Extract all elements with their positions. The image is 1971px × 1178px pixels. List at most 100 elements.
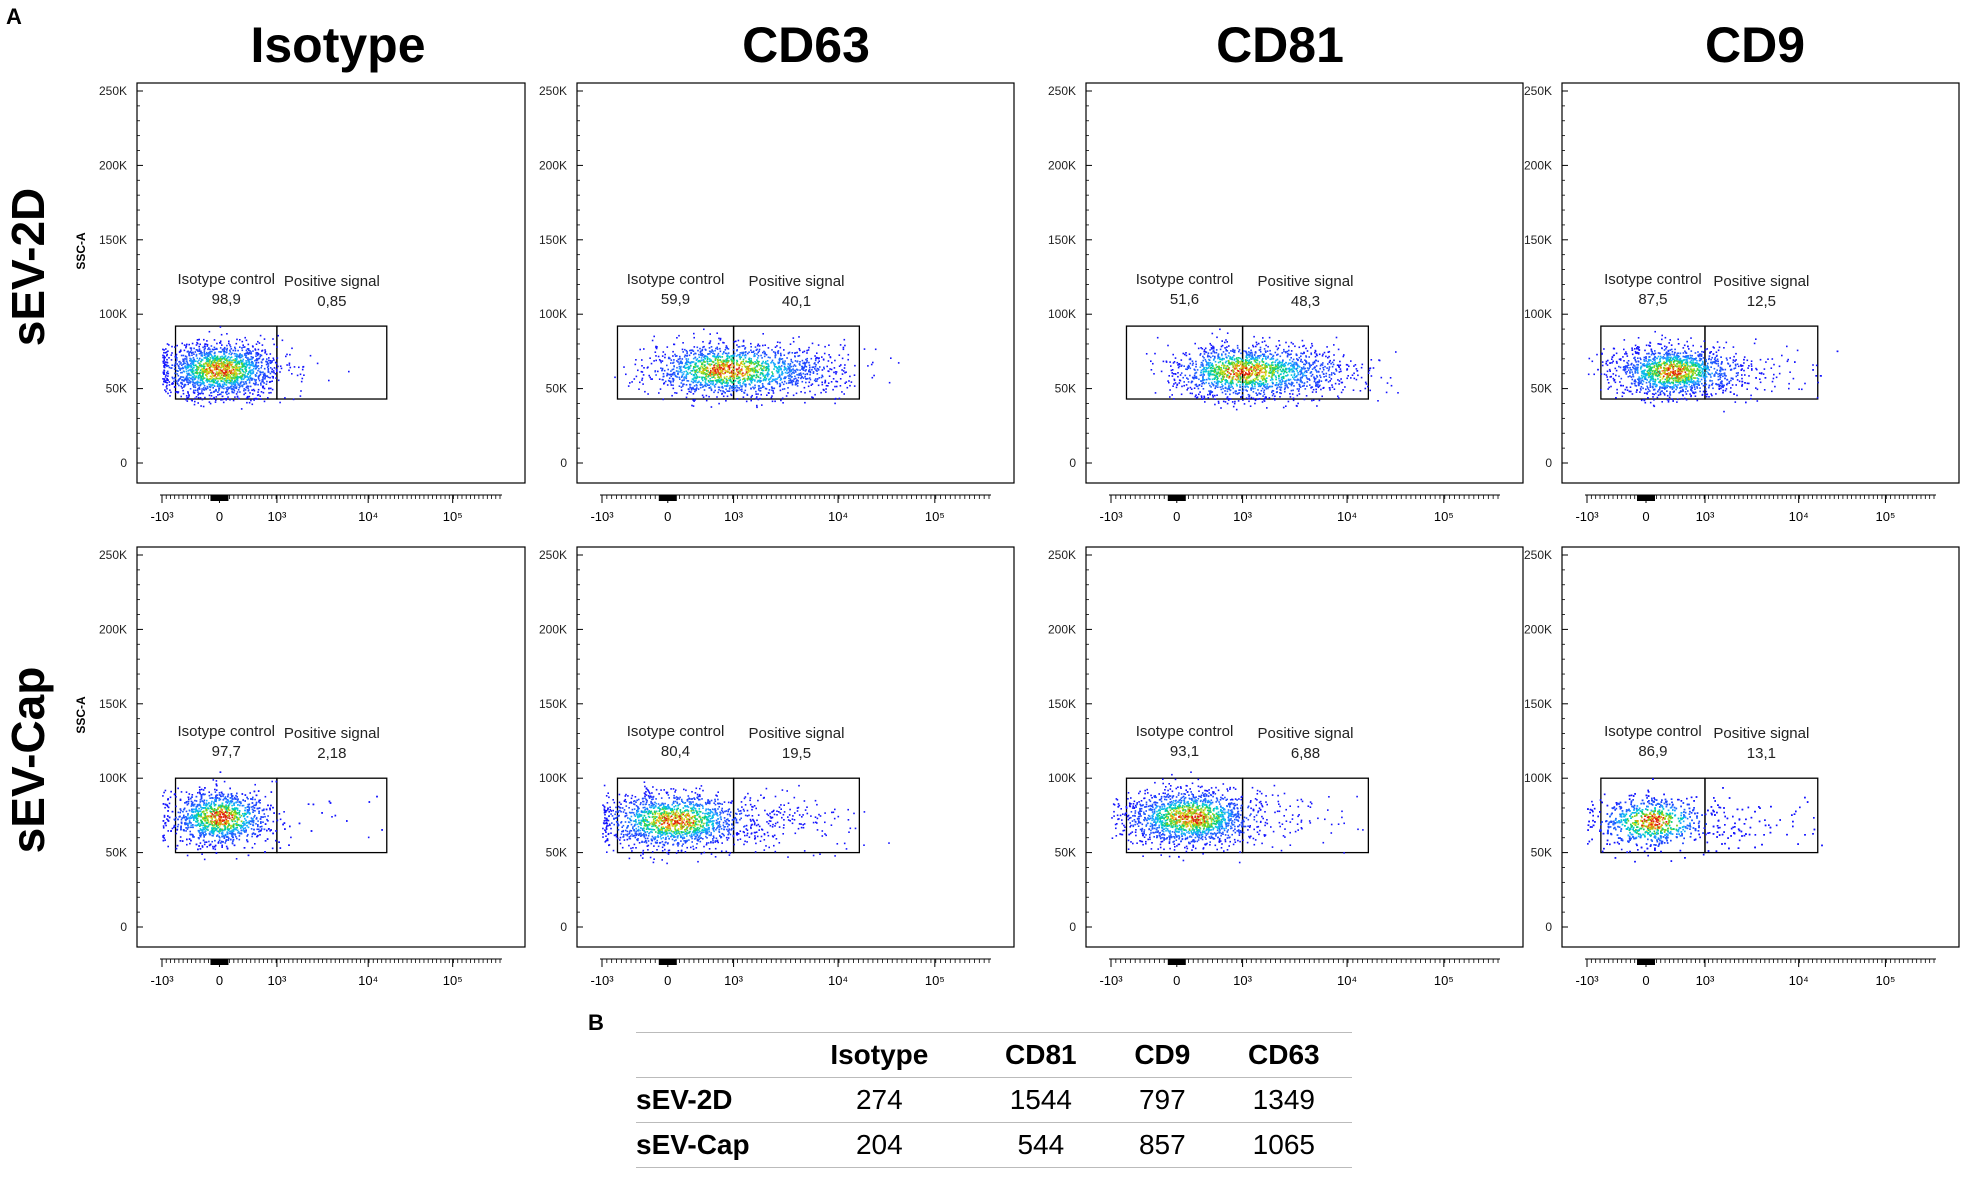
data-point xyxy=(231,352,233,355)
data-point xyxy=(225,384,228,386)
data-point xyxy=(1243,370,1245,372)
data-point xyxy=(1311,399,1313,402)
data-point xyxy=(1360,366,1363,369)
data-point xyxy=(163,369,165,372)
data-point xyxy=(716,396,718,398)
data-point xyxy=(1294,345,1296,348)
data-point xyxy=(720,367,723,369)
data-point xyxy=(808,368,811,371)
data-point xyxy=(1205,369,1207,371)
data-point xyxy=(1253,373,1256,376)
data-point xyxy=(276,369,278,371)
data-point xyxy=(699,360,701,363)
data-point xyxy=(805,358,807,361)
data-point xyxy=(1223,372,1225,374)
data-point xyxy=(228,392,230,395)
data-point xyxy=(255,362,258,364)
data-point xyxy=(241,376,243,378)
data-point xyxy=(1217,368,1219,371)
data-point xyxy=(225,399,227,401)
data-point xyxy=(162,354,164,357)
data-point xyxy=(773,368,775,370)
data-point xyxy=(270,362,272,364)
data-point xyxy=(816,370,818,372)
data-point xyxy=(780,367,782,370)
data-point xyxy=(1259,348,1262,351)
data-point xyxy=(742,358,745,361)
data-point xyxy=(281,339,284,342)
data-point xyxy=(250,376,252,379)
data-point xyxy=(779,346,782,349)
data-point xyxy=(263,367,266,370)
data-point xyxy=(809,370,811,373)
data-point xyxy=(1243,366,1245,368)
data-point xyxy=(804,362,807,364)
data-point xyxy=(701,362,703,364)
data-point xyxy=(1248,383,1250,385)
data-point xyxy=(737,382,740,384)
data-point xyxy=(1189,357,1192,360)
data-point xyxy=(163,366,166,369)
data-point xyxy=(706,358,709,360)
data-point xyxy=(1250,368,1252,370)
data-point xyxy=(701,384,703,386)
data-point xyxy=(805,365,808,368)
data-point xyxy=(272,377,274,379)
data-point xyxy=(180,367,182,370)
data-point xyxy=(688,354,691,357)
column-title: Isotype xyxy=(250,17,425,73)
data-point xyxy=(225,370,227,372)
data-point xyxy=(808,369,810,372)
data-point xyxy=(687,368,690,371)
data-point xyxy=(179,376,182,378)
data-point xyxy=(1328,350,1331,353)
data-point xyxy=(693,374,696,377)
data-point xyxy=(198,365,201,367)
data-point xyxy=(627,385,630,387)
data-point xyxy=(717,364,719,366)
data-point xyxy=(249,358,251,361)
data-point xyxy=(196,380,199,383)
data-point xyxy=(174,363,177,365)
data-point xyxy=(671,394,673,397)
data-point xyxy=(1330,378,1333,380)
data-point xyxy=(780,358,782,360)
data-point xyxy=(1257,382,1259,384)
data-point xyxy=(192,381,194,383)
data-point xyxy=(1208,390,1210,392)
data-point xyxy=(234,379,236,382)
data-point xyxy=(739,364,741,366)
data-point xyxy=(721,370,724,372)
data-point xyxy=(1225,368,1228,370)
data-point xyxy=(787,352,790,354)
data-point xyxy=(206,372,208,374)
data-point xyxy=(256,372,258,374)
data-point xyxy=(751,377,753,380)
data-point xyxy=(814,378,817,380)
data-point xyxy=(1327,369,1330,372)
data-point xyxy=(739,352,742,354)
data-point xyxy=(1232,361,1235,364)
data-point xyxy=(677,373,679,375)
data-point xyxy=(660,361,662,364)
data-point xyxy=(755,371,757,374)
data-point xyxy=(761,368,764,370)
data-point xyxy=(209,365,212,368)
data-point xyxy=(218,383,220,386)
data-point xyxy=(1315,359,1318,362)
data-point xyxy=(759,381,761,383)
data-point xyxy=(750,396,752,398)
data-point xyxy=(204,387,207,389)
data-point xyxy=(1167,380,1169,382)
data-point xyxy=(693,332,695,335)
data-point xyxy=(1339,360,1341,363)
data-point xyxy=(1277,384,1280,386)
data-point xyxy=(703,364,706,366)
data-point xyxy=(712,371,714,373)
data-point xyxy=(662,375,665,378)
data-point xyxy=(1224,379,1226,382)
data-point xyxy=(1240,370,1243,373)
data-point xyxy=(257,361,260,364)
data-point xyxy=(1280,383,1283,385)
data-point xyxy=(231,367,234,369)
